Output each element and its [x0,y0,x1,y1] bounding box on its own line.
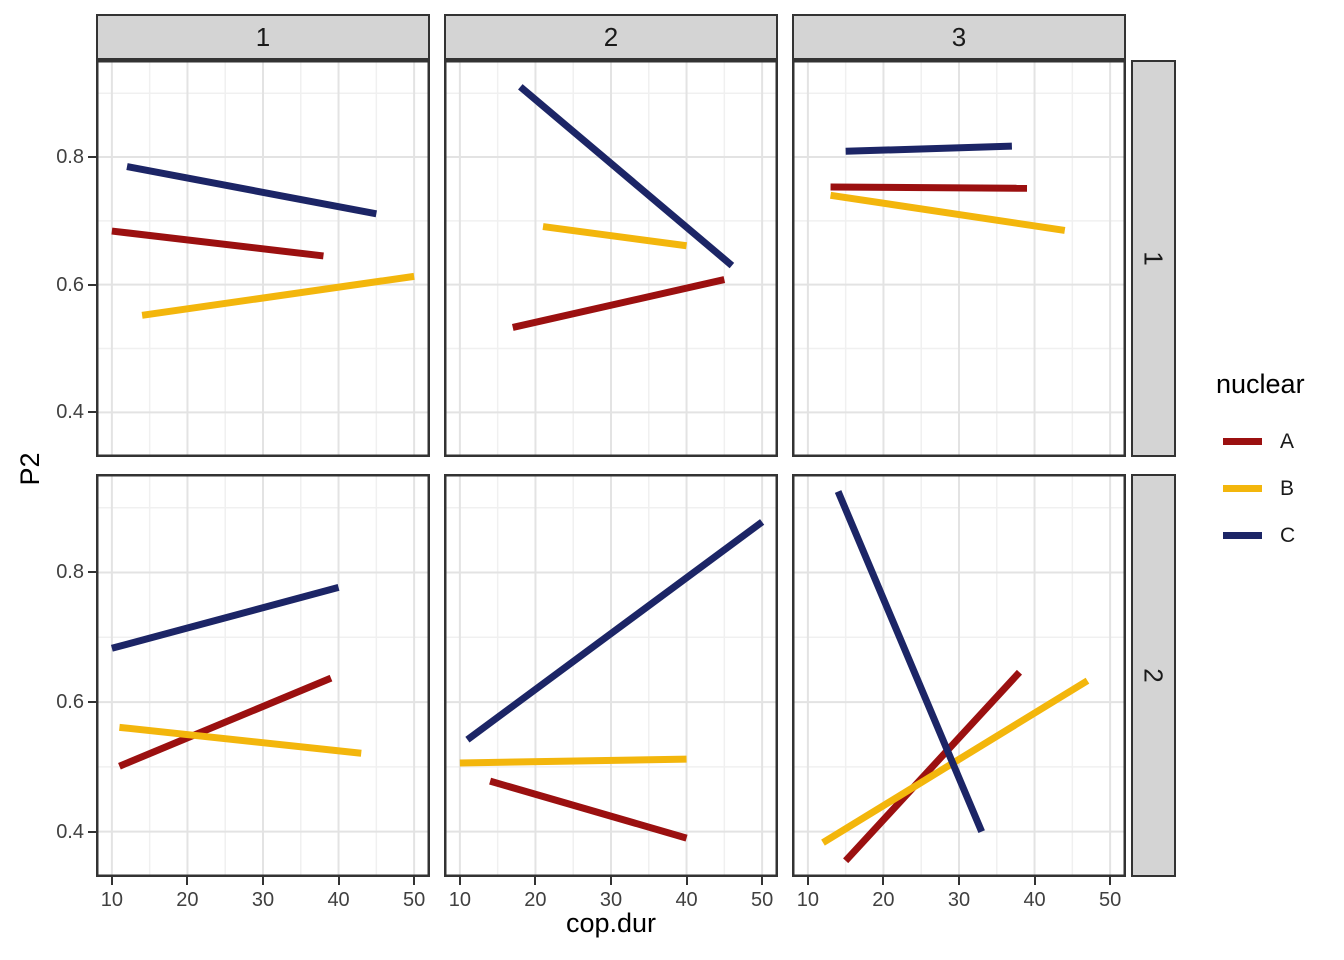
series-line-C [465,519,765,743]
panel-border [792,474,1126,877]
x-tick [262,877,264,885]
panel-svg [96,474,430,877]
panel-border [444,474,778,877]
facet-strip-row-2-label: 2 [1139,668,1169,683]
legend-item-a: A [1200,418,1344,465]
panel-svg [444,474,778,877]
facet-strip-col-1: 1 [96,14,430,60]
panel-row1-col1 [96,60,430,457]
x-tick [761,877,764,885]
y-tick-label: 0.4 [56,820,84,843]
panel-row2-col3 [792,474,1126,877]
facet-strip-col-3: 3 [792,14,1126,60]
x-tick [685,877,688,885]
x-tick [110,877,113,885]
series-line-A [843,669,1023,864]
y-tick [88,571,96,574]
series-line-B [459,755,687,767]
y-tick-label: 0.6 [56,273,84,296]
series-line-B [141,272,415,319]
y-tick [88,701,96,704]
series-line-C [845,142,1013,155]
series-line-B [542,223,688,250]
panel-border [444,60,778,457]
series-line-A [118,674,333,770]
panel-row1-col3 [792,60,1126,457]
legend: nuclear A B C [1200,364,1344,559]
panel-svg [96,60,430,457]
x-tick [958,877,960,885]
legend-label-c: C [1280,523,1296,547]
x-tick [610,877,612,885]
x-tick [882,877,885,885]
series-line-C [518,84,735,269]
facet-strip-row-2: 2 [1131,474,1176,877]
x-tick [534,877,537,885]
facet-strip-row-1-label: 1 [1139,251,1169,266]
x-tick [458,877,461,885]
x-tick [337,877,340,885]
series-line-A [111,227,324,260]
y-tick-label: 0.6 [56,691,84,714]
legend-key-c [1223,532,1262,539]
y-axis-title: P2 [15,452,45,486]
series-line-C [126,163,377,218]
x-axis-title: cop.dur [565,908,657,938]
legend-item-c: C [1200,512,1344,559]
panel-row2-col2 [444,474,778,877]
panel-svg [444,60,778,457]
x-tick [1109,877,1112,885]
x-tick [1033,877,1036,885]
panel-svg [792,60,1126,457]
panel-row2-col1 [96,474,430,877]
facet-strip-col-2-label: 2 [603,21,619,52]
legend-key-b [1223,485,1262,492]
series-line-C [834,490,985,834]
facet-strip-row-1: 1 [1131,60,1176,457]
panel-border [96,474,430,877]
legend-label-a: A [1280,429,1295,453]
x-tick [186,877,189,885]
series-line-A [489,777,688,842]
legend-label-b: B [1280,476,1295,500]
legend-item-b: B [1200,465,1344,512]
panel-border [96,60,430,457]
y-tick [88,411,96,414]
legend-title: nuclear [1216,369,1305,399]
y-tick [88,830,96,833]
y-tick [88,283,96,286]
facet-strip-col-2: 2 [444,14,778,60]
legend-key-a [1223,438,1262,445]
x-tick [806,877,809,885]
panel-row1-col2 [444,60,778,457]
facet-strip-col-1-label: 1 [255,21,271,52]
x-tick [413,877,416,885]
facet-strip-col-3-label: 3 [951,21,967,52]
series-line-B [119,723,362,757]
panel-border [792,60,1126,457]
series-line-A [511,276,726,331]
y-tick [88,156,96,159]
series-line-C [110,584,340,652]
series-line-A [830,183,1028,192]
panel-svg [792,474,1126,877]
series-line-B [830,191,1066,234]
y-tick-label: 0.8 [56,146,84,169]
y-tick-label: 0.8 [56,561,84,584]
